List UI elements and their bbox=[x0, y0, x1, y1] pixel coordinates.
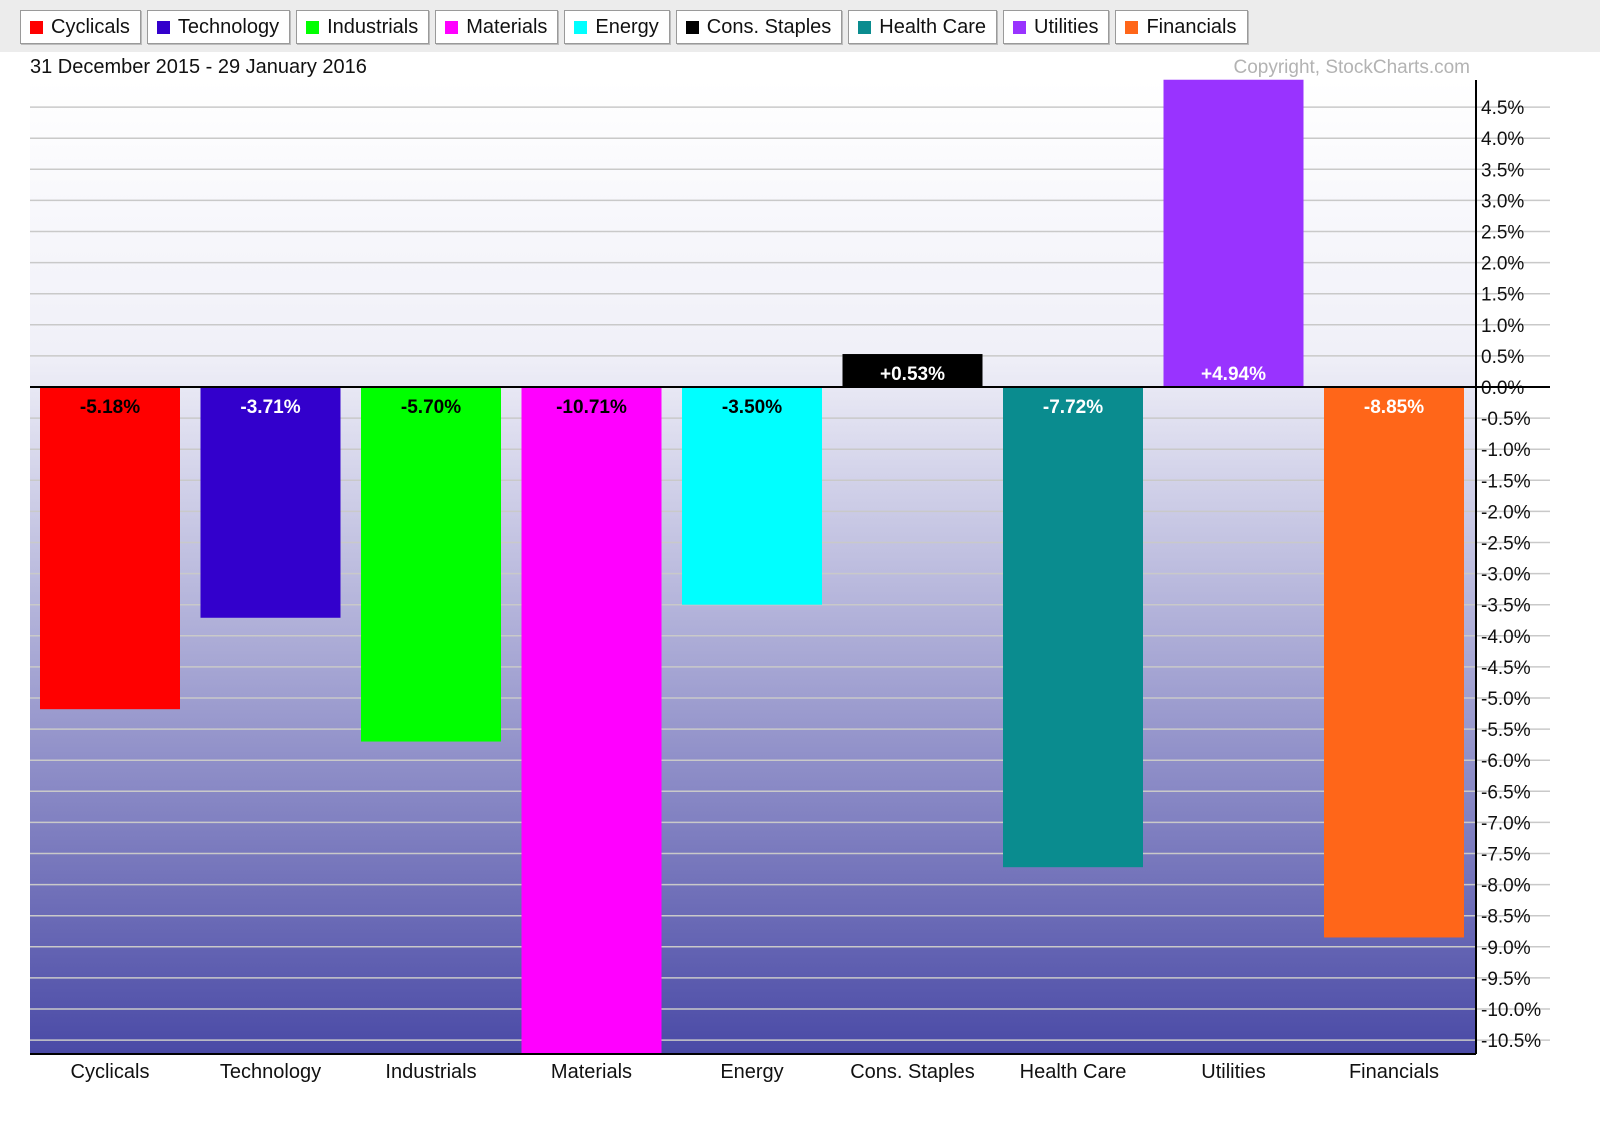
x-tick-label: Cons. Staples bbox=[850, 1061, 975, 1083]
y-tick-label: -8.0% bbox=[1481, 876, 1531, 897]
y-tick-label: 4.0% bbox=[1481, 129, 1524, 150]
legend-swatch bbox=[156, 20, 170, 34]
y-tick-label: 2.5% bbox=[1481, 223, 1524, 244]
y-tick-label: -7.0% bbox=[1481, 813, 1531, 834]
bar-chart: -5.18% -3.71% -5.70% -10.71% -3.50% +0.53% -7.… bbox=[30, 56, 1550, 1083]
x-tick-label: Utilities bbox=[1201, 1061, 1265, 1083]
legend-item[interactable]: Financials bbox=[1115, 10, 1248, 44]
bar-value-labels: -5.18% -3.71% -5.70% -10.71% -3.50% +0.53% -7.… bbox=[80, 364, 1424, 418]
y-tick-label: -1.0% bbox=[1481, 440, 1531, 461]
legend-label: Cyclicals bbox=[51, 15, 130, 38]
bar-value-label: -3.71% bbox=[240, 397, 300, 418]
legend-label: Utilities bbox=[1034, 15, 1099, 38]
y-tick-label: 1.5% bbox=[1481, 285, 1524, 306]
chart-title: 31 December 2015 - 29 January 2016 bbox=[30, 56, 367, 78]
legend-item[interactable]: Materials bbox=[435, 10, 559, 44]
y-tick-label: -10.5% bbox=[1481, 1031, 1541, 1052]
bar bbox=[40, 387, 180, 710]
x-tick-label: Energy bbox=[720, 1061, 783, 1083]
bar-value-label: +0.53% bbox=[880, 364, 945, 385]
bar bbox=[1324, 387, 1464, 938]
x-tick-label: Cyclicals bbox=[71, 1061, 150, 1083]
y-tick-label: -3.5% bbox=[1481, 596, 1531, 617]
y-tick-label: -0.5% bbox=[1481, 409, 1531, 430]
y-tick-label: -4.0% bbox=[1481, 627, 1531, 648]
y-tick-label: 3.5% bbox=[1481, 160, 1524, 181]
bar bbox=[682, 387, 822, 605]
legend-label: Energy bbox=[595, 15, 659, 38]
legend-item[interactable]: Health Care bbox=[848, 10, 997, 44]
legend-swatch bbox=[685, 20, 699, 34]
bar bbox=[521, 387, 662, 1054]
bar-value-label: -5.70% bbox=[401, 397, 461, 418]
y-tick-label: -2.5% bbox=[1481, 534, 1531, 555]
y-tick-label: -9.0% bbox=[1481, 938, 1531, 959]
y-tick-label: -6.5% bbox=[1481, 782, 1531, 803]
legend-label: Cons. Staples bbox=[706, 15, 832, 38]
legend-swatch bbox=[30, 20, 43, 34]
y-tick-label: 0.0% bbox=[1481, 378, 1524, 399]
y-tick-label: -6.0% bbox=[1481, 751, 1531, 772]
legend-swatch bbox=[1125, 20, 1139, 34]
bar-value-label: -7.72% bbox=[1043, 397, 1103, 418]
y-tick-label: -1.5% bbox=[1481, 471, 1531, 492]
y-tick-label: -7.5% bbox=[1481, 845, 1531, 866]
y-tick-label: -10.0% bbox=[1481, 1000, 1541, 1021]
legend-label: Financials bbox=[1146, 15, 1237, 38]
bar-value-label: -8.85% bbox=[1364, 397, 1424, 418]
legend-item[interactable]: Cyclicals bbox=[20, 10, 141, 44]
y-tick-label: -9.5% bbox=[1481, 969, 1531, 990]
legend-label: Materials bbox=[466, 15, 548, 38]
bar-value-label: -3.50% bbox=[722, 397, 782, 418]
y-tick-label: -4.5% bbox=[1481, 658, 1531, 679]
copyright-label: Copyright, StockCharts.com bbox=[1233, 57, 1470, 78]
legend-label: Industrials bbox=[327, 15, 419, 38]
x-tick-label: Materials bbox=[551, 1061, 632, 1083]
y-tick-label: 0.5% bbox=[1481, 347, 1524, 368]
y-tick-label: 4.5% bbox=[1481, 98, 1524, 119]
y-tick-label: 2.0% bbox=[1481, 254, 1524, 275]
bar bbox=[842, 354, 983, 387]
legend-label: Health Care bbox=[879, 15, 986, 38]
y-axis: 4.5% 4.0% 3.5% 3.0% 2.5% 2.0% 1.5% 1.0% 0.5% 0.0%… bbox=[30, 80, 1550, 1054]
legend-swatch bbox=[858, 20, 872, 34]
y-tick-label: 1.0% bbox=[1481, 316, 1524, 337]
y-tick-label: -3.0% bbox=[1481, 565, 1531, 586]
x-tick-label: Financials bbox=[1349, 1061, 1439, 1083]
x-tick-label: Technology bbox=[220, 1061, 321, 1083]
bar bbox=[1003, 387, 1143, 868]
legend-swatch bbox=[1013, 20, 1026, 34]
legend-label: Technology bbox=[177, 15, 280, 38]
y-tick-label: 3.0% bbox=[1481, 191, 1524, 212]
y-tick-label: -8.5% bbox=[1481, 907, 1531, 928]
legend-item[interactable]: Technology bbox=[146, 10, 291, 44]
bar-value-label: -5.18% bbox=[80, 397, 140, 418]
legend-item[interactable]: Industrials bbox=[296, 10, 430, 44]
legend-item[interactable]: Utilities bbox=[1003, 10, 1110, 44]
legend-item[interactable]: Energy bbox=[564, 10, 670, 44]
bar bbox=[200, 387, 341, 618]
legend-swatch bbox=[306, 20, 320, 34]
y-tick-label: -5.5% bbox=[1481, 720, 1531, 741]
legend-swatch bbox=[445, 20, 459, 34]
x-tick-label: Industrials bbox=[385, 1061, 476, 1083]
legend-item[interactable]: Cons. Staples bbox=[675, 10, 843, 44]
x-tick-label: Health Care bbox=[1020, 1061, 1127, 1083]
legend-swatch bbox=[574, 20, 588, 34]
x-axis: Cyclicals Technology Industrials Materials E… bbox=[30, 1053, 1476, 1083]
bars bbox=[40, 79, 1464, 1054]
y-tick-label: -5.0% bbox=[1481, 689, 1531, 710]
legend: Cyclicals Technology Industrials Materials E… bbox=[20, 10, 1248, 44]
bar-value-label: -10.71% bbox=[556, 397, 627, 418]
legend-bar: Cyclicals Technology Industrials Materials E… bbox=[0, 0, 1600, 52]
bar bbox=[361, 387, 501, 742]
bar-value-label: +4.94% bbox=[1201, 364, 1266, 385]
bar bbox=[1163, 79, 1304, 388]
y-tick-label: -2.0% bbox=[1481, 502, 1531, 523]
